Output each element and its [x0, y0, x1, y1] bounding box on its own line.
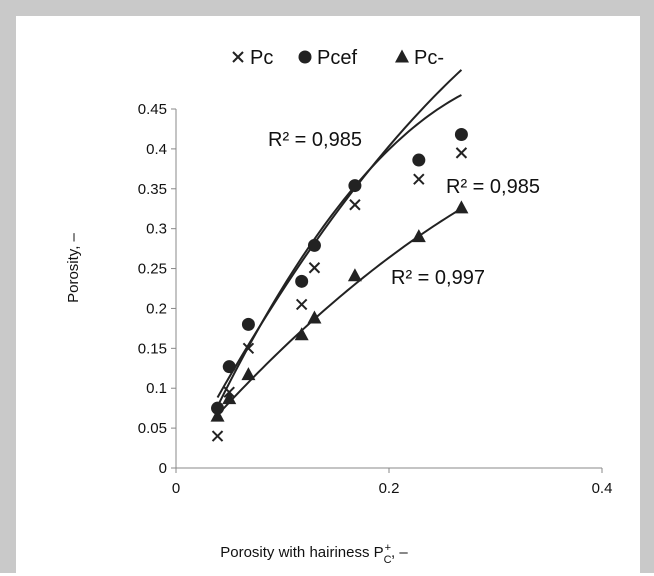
- legend-label-1: Pcef: [317, 47, 357, 69]
- data-point-pc-minus: [222, 391, 237, 405]
- legend-marker-0: [232, 51, 244, 63]
- trendline-1: [216, 94, 462, 407]
- y-tick-label: 0.45: [138, 101, 167, 118]
- axes: [175, 109, 602, 469]
- ticks: 0 0.05 0.1 0.15 0.2 0.25 0.3 0.35 0.4 0.45 0 0.2 0.4: [138, 101, 613, 497]
- data-point-pc-minus: [454, 200, 469, 214]
- legend: Pc Pcef Pc-: [232, 47, 444, 69]
- data-point-pc: [455, 147, 468, 159]
- y-tick-label: 0.05: [138, 420, 167, 437]
- data-point-pcef: [222, 360, 236, 374]
- data-points: [210, 128, 469, 442]
- data-point-pc: [295, 298, 308, 311]
- data-point-pc-minus: [210, 408, 225, 422]
- x-tick-label: 0: [172, 480, 180, 497]
- y-tick-label: 0.2: [146, 300, 167, 317]
- y-tick-label: 0.35: [138, 181, 167, 198]
- legend-marker-1: [298, 50, 312, 64]
- legend-marker-2: [395, 49, 409, 63]
- scatter-chart: Pc Pcef Pc- 00.050.10.150.20.250.30.350.40…: [65, 47, 613, 566]
- y-tick-label: 0.25: [138, 261, 167, 278]
- y-tick-label: 0.1: [146, 380, 167, 397]
- trendline-2: [216, 207, 462, 416]
- data-point-pc-minus: [347, 268, 362, 282]
- data-point-pc-minus: [241, 367, 256, 381]
- x-tick-label: 0.4: [592, 480, 613, 497]
- x-tick-label: 0.2: [379, 480, 400, 497]
- y-tick-label: 0.4: [146, 141, 167, 158]
- data-point-pc: [308, 262, 321, 274]
- data-point-pc: [242, 342, 255, 355]
- r2-label-0: R² = 0,985: [446, 176, 540, 198]
- data-point-pc-minus: [307, 310, 322, 324]
- data-point-pc: [413, 173, 425, 185]
- y-tick-label: 0.3: [146, 221, 167, 238]
- y-tick-label: 0.15: [138, 340, 167, 357]
- data-point-pcef: [348, 179, 362, 193]
- y-tick-label: 0: [159, 460, 167, 477]
- data-point-pc-minus: [294, 327, 309, 341]
- trendlines: [216, 69, 463, 416]
- x-axis-title: Porosity with hairiness PC+, –: [220, 542, 408, 566]
- data-point-pcef: [211, 401, 225, 415]
- data-point-pcef: [454, 128, 468, 142]
- r2-labels: R² = 0,985 R² = 0,985 R² = 0,997: [268, 129, 540, 289]
- data-point-pcef: [241, 317, 255, 331]
- data-point-pc-minus: [411, 229, 426, 243]
- data-point-pc: [211, 430, 224, 442]
- r2-label-2: R² = 0,997: [391, 267, 485, 289]
- legend-label-0: Pc: [250, 47, 273, 69]
- chart-panel: Pc Pcef Pc- 0 0.05 0.1 0.15 0.2 0.25 0.3 0.35 0.4 0…: [16, 16, 640, 576]
- y-axis-title: Porosity, –: [65, 232, 82, 302]
- data-point-pcef: [295, 274, 309, 288]
- data-point-pcef: [307, 238, 321, 252]
- data-point-pcef: [412, 153, 426, 167]
- data-point-pc: [349, 199, 361, 211]
- legend-label-2: Pc-: [414, 47, 444, 69]
- r2-label-1: R² = 0,985: [268, 129, 362, 151]
